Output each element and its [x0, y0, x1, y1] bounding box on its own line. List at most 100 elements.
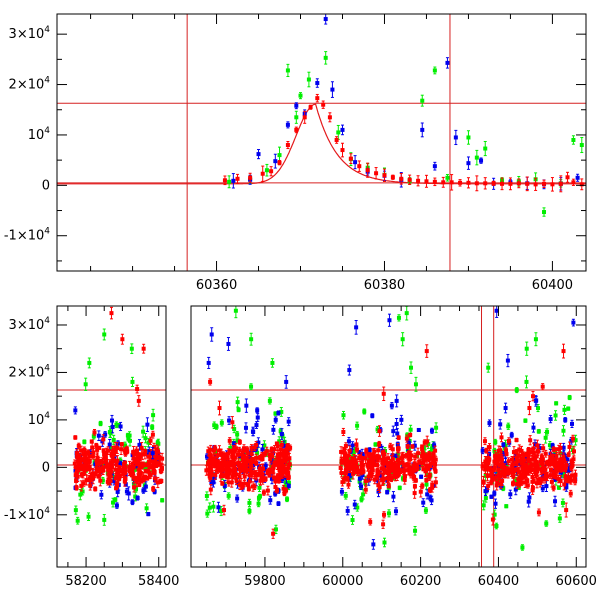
- bottom-y-tick-label: 0: [42, 460, 50, 475]
- bottom-data-point-blue: [256, 437, 261, 448]
- bottom-data-point-red: [528, 435, 533, 446]
- bottom-data-point-red: [80, 457, 85, 463]
- bottom-data-point-green: [127, 431, 132, 440]
- bottom-data-point-green: [547, 440, 552, 450]
- bottom-data-point-red: [227, 437, 232, 445]
- bottom-data-point-red: [73, 435, 78, 440]
- bottom-data-point-red: [273, 461, 278, 467]
- bottom-data-point-red: [569, 458, 574, 465]
- bottom-data-point-blue: [391, 425, 396, 437]
- bottom-data-point-red: [510, 480, 515, 487]
- bottom-outlier-blue: [150, 446, 155, 460]
- bottom-data-point-red: [119, 442, 124, 447]
- bottom-data-point-blue: [271, 425, 276, 435]
- top-data-point-1: [453, 129, 458, 146]
- top-data-point-0: [483, 140, 488, 157]
- bottom-data-point-blue: [370, 413, 375, 419]
- bottom-outlier-green: [524, 375, 529, 389]
- bottom-data-point-red: [426, 464, 431, 471]
- top-data-point-0: [474, 149, 479, 166]
- bottom-data-point-green: [567, 394, 572, 401]
- bottom-data-point-red: [360, 460, 365, 471]
- bottom-data-point-red: [137, 482, 142, 487]
- bottom-data-point-red: [93, 486, 98, 492]
- bottom-data-point-red: [528, 464, 533, 473]
- bottom-data-point-blue: [99, 490, 104, 500]
- bottom-data-point-red: [410, 444, 415, 449]
- bottom-data-point-red: [512, 467, 517, 475]
- bottom-outlier-blue: [354, 320, 359, 335]
- bottom-data-point-red: [567, 441, 572, 453]
- bottom-data-point-red: [535, 465, 540, 471]
- bottom-data-point-red: [506, 468, 511, 479]
- bottom-data-point-red: [250, 481, 255, 492]
- bottom-data-point-red: [145, 476, 150, 481]
- top-data-point-1: [315, 78, 320, 88]
- bottom-data-point-red: [513, 459, 518, 467]
- bottom-data-point-red: [114, 482, 119, 490]
- bottom-data-point-red: [380, 449, 385, 456]
- bottom-data-point-blue: [103, 431, 108, 438]
- bottom-data-point-red: [252, 443, 257, 452]
- bottom-data-point-red: [234, 469, 239, 480]
- bottom-data-point-green: [108, 428, 113, 438]
- bottom-data-point-red: [150, 430, 155, 439]
- bottom-data-point-red: [498, 445, 503, 455]
- bottom-data-point-red: [269, 451, 274, 458]
- bottom-data-point-blue: [508, 489, 513, 499]
- bottom-data-point-green: [561, 425, 566, 437]
- bottom-data-point-green: [359, 496, 364, 503]
- bottom-outlier-blue: [273, 416, 278, 424]
- bottom-data-point-blue: [268, 495, 273, 505]
- bottom-data-point-red: [420, 453, 425, 459]
- bottom-data-point-blue: [548, 414, 553, 424]
- bottom-data-point-red: [87, 462, 92, 471]
- bottom-data-point-blue: [425, 489, 430, 500]
- bottom-data-point-red: [427, 472, 432, 481]
- top-data-point-2: [449, 174, 454, 191]
- top-y-tick-label: 2×104: [9, 76, 51, 93]
- bottom-data-point-blue: [96, 430, 101, 442]
- top-frame: [56, 13, 587, 272]
- bottom-data-point-red: [98, 466, 103, 473]
- bottom-data-point-blue: [222, 480, 227, 492]
- bottom-data-point-red: [365, 459, 370, 472]
- top-data-point-2: [416, 175, 421, 187]
- bottom-data-point-red: [286, 458, 291, 471]
- top-data-point-0: [264, 163, 269, 177]
- bottom-outlier-blue: [387, 313, 392, 327]
- bottom-data-point-red: [139, 461, 144, 468]
- bottom-outlier-red: [424, 344, 429, 358]
- top-data-point-0: [466, 130, 471, 145]
- bottom-data-point-red: [557, 464, 562, 469]
- bottom-data-point-red: [548, 471, 553, 479]
- bottom-data-point-red: [148, 465, 153, 470]
- top-y-tick-label: -1×104: [4, 227, 50, 244]
- bottom-data-point-red: [370, 466, 375, 471]
- bottom-data-point-red: [81, 479, 86, 487]
- bottom-outlier-red: [217, 400, 222, 416]
- top-data-point-0: [420, 94, 425, 107]
- top-data-point-2: [235, 173, 240, 184]
- bottom-data-point-red: [215, 467, 220, 474]
- bottom-data-point-green: [493, 438, 498, 446]
- bottom-data-point-green: [86, 512, 91, 521]
- bottom-outlier-red: [208, 378, 213, 386]
- bottom-data-point-red: [240, 483, 245, 490]
- bottom-data-point-green: [544, 520, 549, 527]
- bottom-data-point-blue: [276, 501, 281, 507]
- bottom-data-point-green: [249, 383, 254, 391]
- top-data-point-2: [432, 177, 437, 187]
- bottom-data-point-blue: [352, 499, 357, 510]
- bottom-data-point-green: [386, 509, 391, 518]
- bottom-outlier-red: [368, 518, 373, 526]
- bottom-data-point-red: [340, 477, 345, 487]
- bottom-y-tick-label: 104: [28, 411, 51, 428]
- bottom-outlier-blue: [209, 327, 214, 342]
- bottom-data-point-blue: [480, 447, 485, 455]
- bottom-data-point-green: [556, 485, 561, 490]
- bottom-data-point-red: [343, 474, 348, 482]
- bottom-data-point-red: [376, 445, 381, 456]
- bottom-data-point-red: [569, 464, 574, 471]
- top-data-point-2: [466, 177, 471, 189]
